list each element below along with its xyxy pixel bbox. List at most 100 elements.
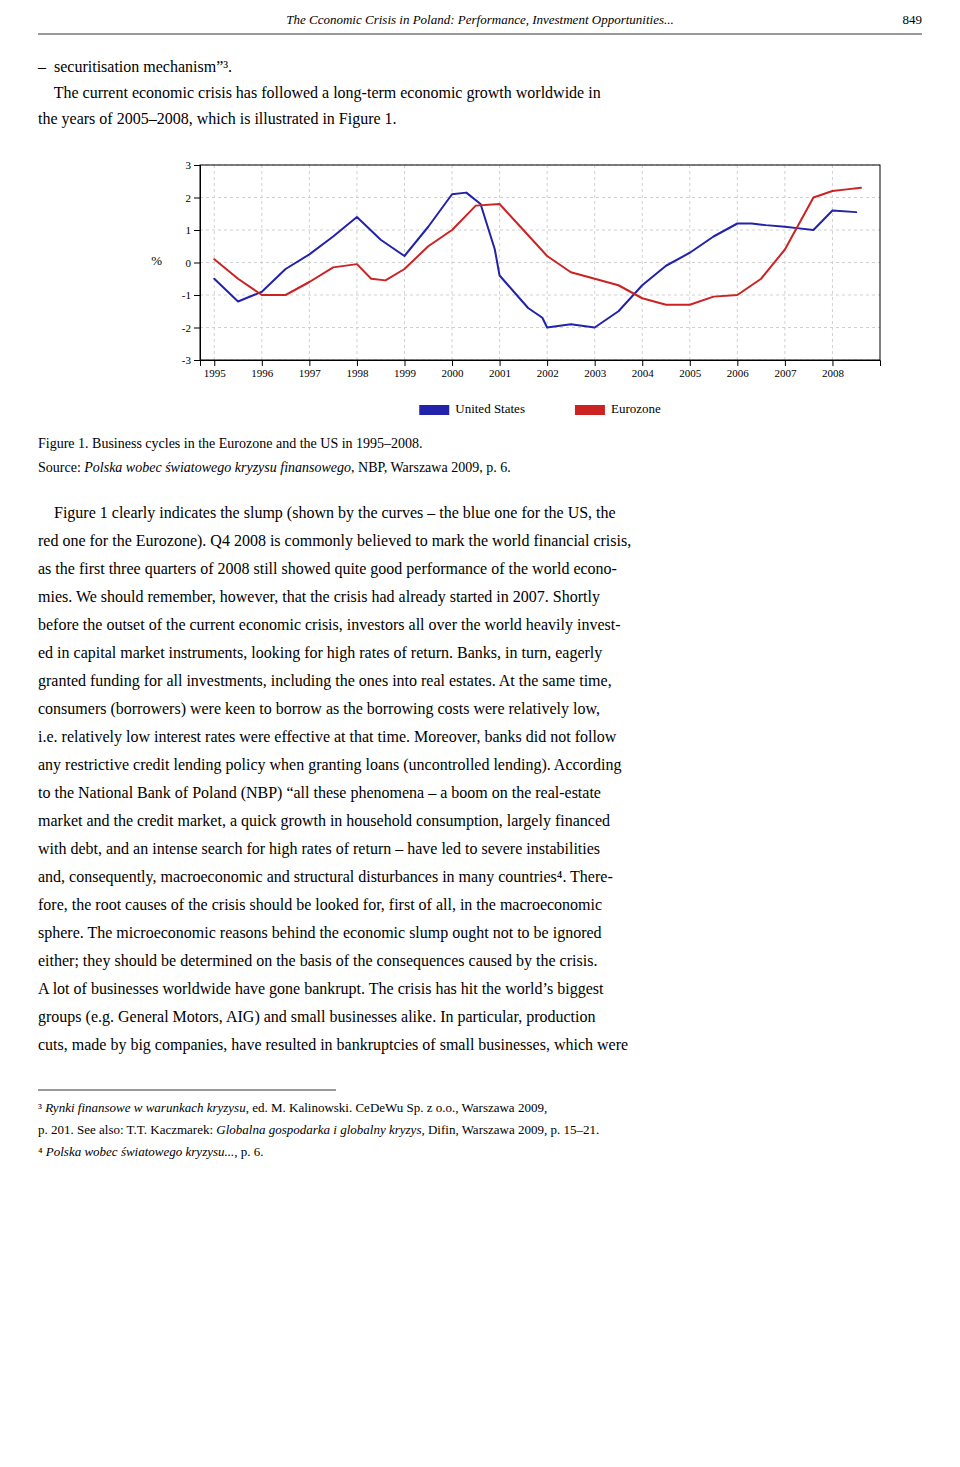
x-tick: 2005 [679, 360, 702, 379]
source-line-part: Polska wobec światowego kryzysu finansow… [83, 460, 351, 475]
x-grid-line [737, 165, 738, 360]
x-tick: 1998 [346, 360, 369, 379]
footnote-line-part: ⁴ [38, 1144, 46, 1159]
x-tick: 1999 [394, 360, 417, 379]
x-tick-mark [214, 360, 215, 366]
body-line: cuts, made by big companies, have result… [38, 1036, 628, 1054]
x-grid-line [309, 165, 310, 360]
x-grid-line [214, 165, 215, 360]
y-tick-label: 3 [186, 159, 192, 171]
y-tick-mark [194, 263, 200, 264]
legend-item: Eurozone [575, 401, 661, 416]
footnote-line-part: , Difin, Warszawa 2009, p. 15–21. [421, 1122, 599, 1137]
y-tick-label: -2 [182, 322, 191, 334]
x-tick-mark [595, 360, 596, 366]
body-line: Figure 1 clearly indicates the slump (sh… [38, 504, 616, 522]
y-grid-line [200, 197, 880, 198]
body-line: to the National Bank of Poland (NBP) “al… [38, 784, 601, 802]
x-tick-label: 1995 [204, 367, 227, 379]
y-tick: 0 [186, 257, 201, 269]
x-tick-mark [737, 360, 738, 366]
legend: United States Eurozone [419, 401, 661, 416]
x-tick-label: 2007 [774, 367, 797, 379]
x-tick: 2003 [584, 360, 607, 379]
series-line [214, 193, 856, 328]
chart: 1995 1996 1997 1998 1999 2000 2001 2002 2003 2004… [151, 159, 880, 379]
x-tick-label: 1998 [346, 367, 369, 379]
x-tick-label: 2003 [584, 367, 607, 379]
y-tick: 2 [186, 192, 201, 204]
x-tick-mark [357, 360, 358, 366]
y-tick-mark [194, 360, 200, 361]
y-tick-mark [194, 198, 200, 199]
header-title: The Cconomic Crisis in Poland: Performan… [286, 12, 673, 27]
body-line: ed in capital market instruments, lookin… [38, 644, 602, 662]
source-line: Source: Polska wobec światowego kryzysu … [38, 460, 511, 475]
source-line-part: Source: [38, 460, 84, 475]
x-tick-mark [262, 360, 263, 366]
y-tick-mark [194, 295, 200, 296]
series-lines [214, 188, 861, 328]
x-tick: 2004 [632, 360, 655, 379]
figure-caption: Figure 1. Business cycles in the Eurozon… [38, 436, 423, 451]
legend-label: United States [455, 401, 525, 416]
y-tick-label: 2 [186, 192, 192, 204]
x-tick: 1995 [204, 360, 227, 379]
x-tick: 2000 [442, 360, 465, 379]
x-tick: 1997 [299, 360, 322, 379]
body-line: red one for the Eurozone). Q4 2008 is co… [38, 532, 631, 550]
y-grid-line [200, 327, 880, 328]
footnote-line-part: ³ [38, 1100, 45, 1115]
y-tick-label: 0 [186, 257, 192, 269]
x-grid-line [499, 165, 500, 360]
top-text-line: – securitisation mechanism”³. [37, 58, 232, 75]
y-tick: 3 [186, 159, 201, 171]
x-tick-mark [642, 360, 643, 366]
legend-swatch [575, 405, 605, 415]
x-tick-label: 2004 [632, 367, 655, 379]
body-line: A lot of businesses worldwide have gone … [38, 980, 604, 998]
x-tick-label: 1997 [299, 367, 322, 379]
x-tick-mark [404, 360, 405, 366]
body-line: consumers (borrowers) were keen to borro… [38, 700, 600, 718]
y-tick-label: 1 [186, 224, 192, 236]
page: The Cconomic Crisis in Poland: Performan… [0, 0, 960, 1467]
y-grid-line [200, 295, 880, 296]
x-tick-label: 2005 [679, 367, 702, 379]
x-grid-line [547, 165, 548, 360]
x-tick-label: 2006 [727, 367, 750, 379]
x-tick-label: 1996 [251, 367, 274, 379]
body-line: market and the credit market, a quick gr… [38, 812, 610, 830]
x-tick-mark [547, 360, 548, 366]
x-tick: 2001 [489, 360, 511, 379]
x-tick-mark [452, 360, 453, 366]
y-tick-label: -3 [182, 354, 192, 366]
y-axis-line [194, 166, 201, 361]
x-tick-label: 2001 [489, 367, 511, 379]
grid [200, 165, 880, 360]
x-axis: 1995 1996 1997 1998 1999 2000 2001 2002 2003 2004… [201, 360, 881, 379]
body-line: fore, the root causes of the crisis shou… [38, 896, 602, 913]
y-tick: -1 [182, 289, 200, 301]
body-line: as the first three quarters of 2008 stil… [38, 560, 617, 578]
x-tick-label: 1999 [394, 367, 417, 379]
x-grid-line [832, 165, 833, 360]
top-text-line: the years of 2005–2008, which is illustr… [38, 110, 397, 128]
legend-item: United States [419, 401, 525, 416]
body-line: i.e. relatively low interest rates were … [38, 728, 617, 746]
plot-frame [200, 165, 880, 360]
x-grid-line [356, 165, 357, 360]
y-grid-line [200, 262, 880, 263]
series-line [214, 188, 861, 305]
body-line: any restrictive credit lending policy wh… [38, 756, 621, 774]
y-axis: -3 -2 -1 0 1 2 3 [182, 159, 201, 366]
x-tick: 2008 [822, 360, 845, 379]
body-line: with debt, and an intense search for hig… [38, 840, 600, 858]
x-tick-mark [309, 360, 310, 366]
footnote-rule [38, 1090, 336, 1091]
body-line: before the outset of the current economi… [38, 616, 620, 634]
x-axis-line [201, 361, 881, 367]
x-tick: 2002 [537, 360, 559, 379]
y-tick-mark [194, 328, 200, 329]
legend-swatch [419, 405, 449, 415]
